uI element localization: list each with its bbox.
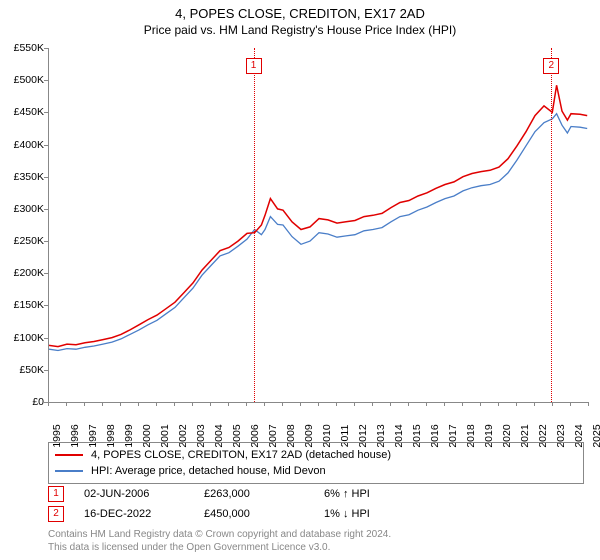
x-tick-mark (372, 402, 373, 406)
x-tick-mark (300, 402, 301, 406)
legend-row-series1: 4, POPES CLOSE, CREDITON, EX17 2AD (deta… (55, 447, 577, 463)
chart-container: 4, POPES CLOSE, CREDITON, EX17 2AD Price… (0, 0, 600, 560)
y-tick-label: £500K (14, 74, 44, 86)
plot-area (48, 48, 589, 403)
y-tick-label: £300K (14, 203, 44, 215)
x-tick-mark (282, 402, 283, 406)
series-svg (49, 48, 589, 402)
y-tick-mark (44, 80, 48, 81)
x-tick-mark (264, 402, 265, 406)
y-tick-label: £550K (14, 42, 44, 54)
x-tick-mark (84, 402, 85, 406)
legend-swatch-series1 (55, 454, 83, 456)
y-tick-mark (44, 241, 48, 242)
x-tick-mark (174, 402, 175, 406)
x-tick-mark (336, 402, 337, 406)
y-tick-mark (44, 209, 48, 210)
footer: Contains HM Land Registry data © Crown c… (48, 528, 391, 554)
data-date-2: 16-DEC-2022 (84, 508, 204, 520)
y-tick-label: £400K (14, 139, 44, 151)
legend-label-series1: 4, POPES CLOSE, CREDITON, EX17 2AD (deta… (91, 449, 391, 461)
y-tick-label: £200K (14, 267, 44, 279)
x-tick-mark (246, 402, 247, 406)
footer-line1: Contains HM Land Registry data © Crown c… (48, 528, 391, 541)
x-tick-mark (48, 402, 49, 406)
marker-vline (551, 48, 552, 402)
y-tick-label: £350K (14, 171, 44, 183)
y-tick-mark (44, 177, 48, 178)
y-tick-label: £150K (14, 299, 44, 311)
x-tick-mark (462, 402, 463, 406)
x-tick-mark (210, 402, 211, 406)
x-tick-mark (138, 402, 139, 406)
x-tick-mark (516, 402, 517, 406)
title-block: 4, POPES CLOSE, CREDITON, EX17 2AD Price… (0, 0, 600, 37)
x-tick-mark (588, 402, 589, 406)
data-date-1: 02-JUN-2006 (84, 488, 204, 500)
x-tick-mark (192, 402, 193, 406)
legend-label-series2: HPI: Average price, detached house, Mid … (91, 465, 326, 477)
y-tick-mark (44, 48, 48, 49)
data-row-2: 2 16-DEC-2022 £450,000 1% ↓ HPI (48, 504, 584, 524)
data-price-2: £450,000 (204, 508, 324, 520)
x-tick-mark (552, 402, 553, 406)
x-tick-mark (570, 402, 571, 406)
marker-vline (254, 48, 255, 402)
series-line-0 (49, 85, 587, 346)
y-tick-label: £0 (32, 396, 44, 408)
marker-badge: 1 (246, 58, 262, 74)
y-tick-mark (44, 273, 48, 274)
marker-badge: 2 (543, 58, 559, 74)
series-line-1 (49, 114, 587, 351)
x-tick-mark (480, 402, 481, 406)
data-delta-2: 1% ↓ HPI (324, 508, 444, 520)
y-tick-mark (44, 370, 48, 371)
x-tick-label: 2025 (591, 424, 600, 447)
y-tick-mark (44, 305, 48, 306)
x-tick-mark (120, 402, 121, 406)
legend: 4, POPES CLOSE, CREDITON, EX17 2AD (deta… (48, 442, 584, 484)
legend-row-series2: HPI: Average price, detached house, Mid … (55, 463, 577, 479)
y-tick-label: £50K (19, 364, 44, 376)
x-tick-mark (408, 402, 409, 406)
x-tick-mark (498, 402, 499, 406)
data-row-1: 1 02-JUN-2006 £263,000 6% ↑ HPI (48, 484, 584, 504)
y-tick-mark (44, 145, 48, 146)
data-delta-1: 6% ↑ HPI (324, 488, 444, 500)
data-table: 1 02-JUN-2006 £263,000 6% ↑ HPI 2 16-DEC… (48, 484, 584, 524)
x-tick-mark (390, 402, 391, 406)
x-tick-mark (426, 402, 427, 406)
x-tick-mark (228, 402, 229, 406)
y-tick-mark (44, 112, 48, 113)
footer-line2: This data is licensed under the Open Gov… (48, 541, 391, 554)
marker-badge-2: 2 (48, 506, 64, 522)
y-tick-label: £250K (14, 235, 44, 247)
y-tick-label: £100K (14, 332, 44, 344)
data-price-1: £263,000 (204, 488, 324, 500)
legend-swatch-series2 (55, 470, 83, 472)
y-tick-label: £450K (14, 106, 44, 118)
x-tick-mark (102, 402, 103, 406)
marker-badge-1: 1 (48, 486, 64, 502)
chart-title: 4, POPES CLOSE, CREDITON, EX17 2AD (0, 6, 600, 21)
y-tick-mark (44, 338, 48, 339)
x-tick-mark (354, 402, 355, 406)
x-tick-mark (156, 402, 157, 406)
x-tick-mark (534, 402, 535, 406)
chart-subtitle: Price paid vs. HM Land Registry's House … (0, 23, 600, 37)
x-tick-mark (66, 402, 67, 406)
x-tick-mark (318, 402, 319, 406)
x-tick-mark (444, 402, 445, 406)
